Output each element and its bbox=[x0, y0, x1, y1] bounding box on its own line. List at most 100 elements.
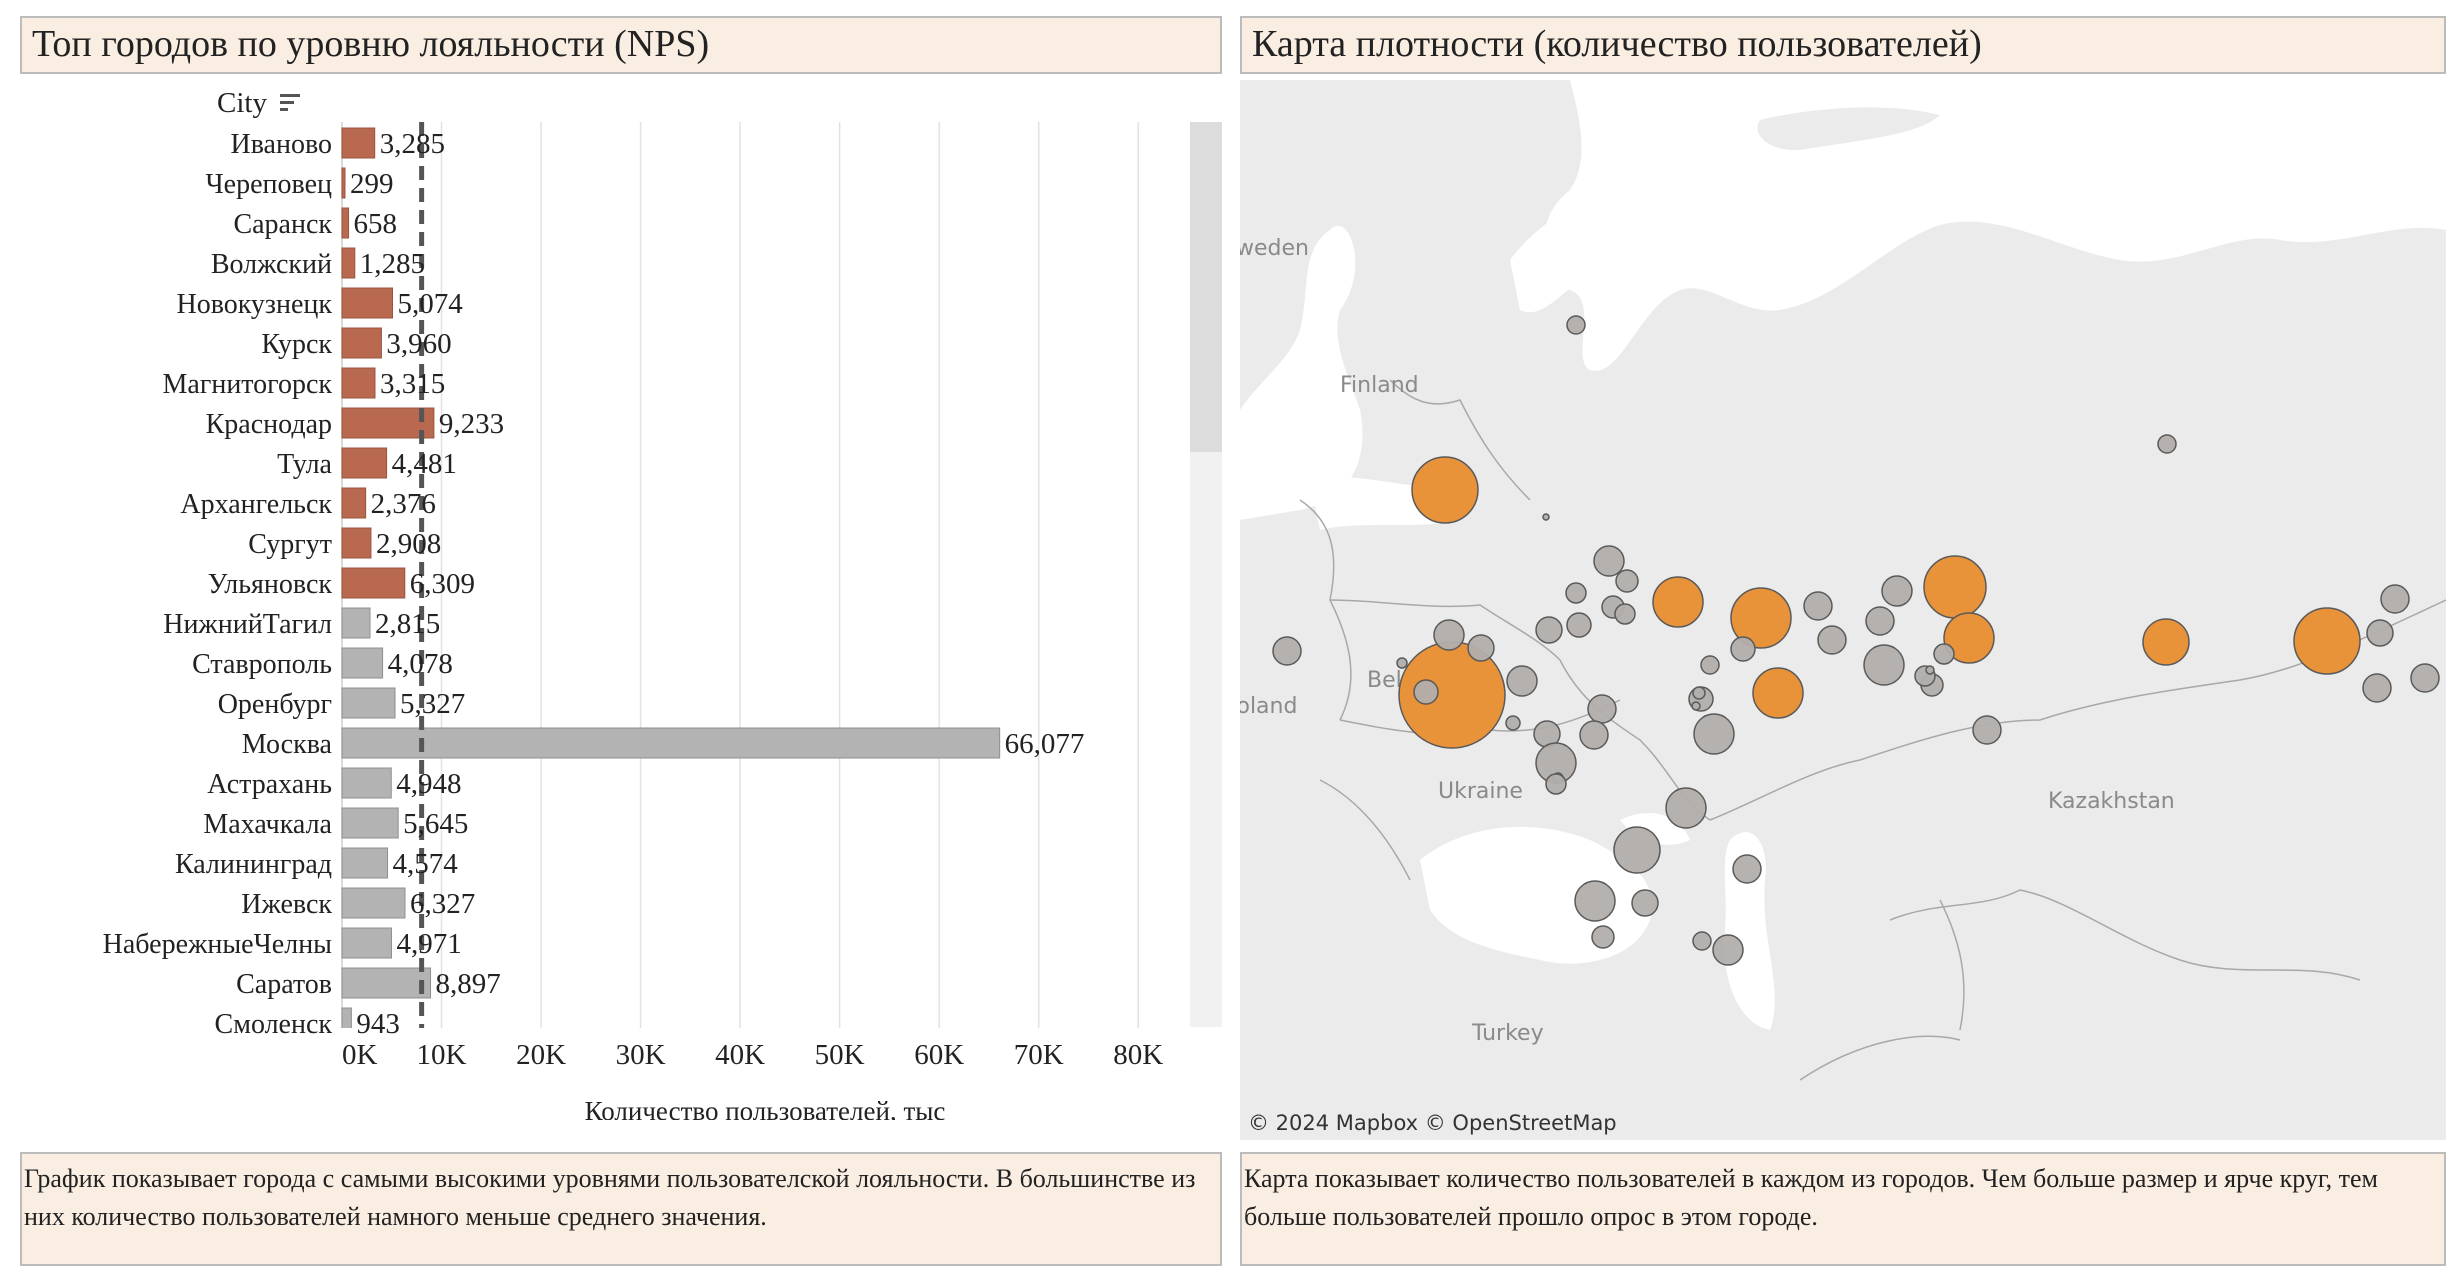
city-circle[interactable] bbox=[1712, 934, 1744, 966]
bar[interactable] bbox=[341, 167, 346, 199]
city-circle[interactable] bbox=[1863, 644, 1905, 686]
sort-icon[interactable] bbox=[280, 94, 300, 111]
city-circle[interactable] bbox=[1579, 720, 1609, 750]
city-circle[interactable] bbox=[1396, 657, 1408, 669]
bar[interactable] bbox=[341, 207, 350, 239]
city-circle[interactable] bbox=[1693, 713, 1735, 755]
bar[interactable] bbox=[341, 967, 432, 999]
city-circle[interactable] bbox=[1613, 826, 1661, 874]
city-circle[interactable] bbox=[1566, 315, 1586, 335]
city-circle[interactable] bbox=[1615, 569, 1639, 593]
city-circle[interactable] bbox=[1692, 686, 1706, 700]
category-label: НабережныеЧелны bbox=[103, 929, 333, 960]
city-circle[interactable] bbox=[1574, 880, 1616, 922]
city-circle[interactable] bbox=[1923, 555, 1987, 619]
value-label: 8,897 bbox=[436, 968, 501, 1000]
city-circle[interactable] bbox=[1467, 634, 1495, 662]
city-circle[interactable] bbox=[1752, 667, 1804, 719]
bar[interactable] bbox=[341, 367, 376, 399]
city-circle[interactable] bbox=[1933, 643, 1955, 665]
bar[interactable] bbox=[341, 807, 399, 839]
category-label: Новокузнецк bbox=[176, 289, 332, 320]
city-circle[interactable] bbox=[1413, 679, 1439, 705]
category-label: Москва bbox=[242, 729, 333, 760]
bar[interactable] bbox=[341, 407, 435, 439]
x-tick-label: 80K bbox=[1113, 1039, 1163, 1071]
bar[interactable] bbox=[341, 527, 372, 559]
city-circle[interactable] bbox=[1730, 636, 1756, 662]
city-circle[interactable] bbox=[2366, 619, 2394, 647]
density-map[interactable]: Sweden Finland Belarus Poland Ukraine Ka… bbox=[1240, 80, 2446, 1140]
bar[interactable] bbox=[341, 567, 406, 599]
city-circle[interactable] bbox=[2380, 584, 2410, 614]
city-circle[interactable] bbox=[1925, 665, 1935, 675]
city-circle[interactable] bbox=[2293, 607, 2361, 675]
city-circle[interactable] bbox=[2362, 673, 2392, 703]
bar[interactable] bbox=[341, 607, 371, 639]
city-circle[interactable] bbox=[1652, 576, 1704, 628]
scrollbar-thumb[interactable] bbox=[1190, 122, 1222, 452]
city-circle[interactable] bbox=[1972, 715, 2002, 745]
city-circle[interactable] bbox=[1631, 889, 1659, 917]
city-circle[interactable] bbox=[1691, 701, 1701, 711]
city-circle[interactable] bbox=[1865, 606, 1895, 636]
city-circle[interactable] bbox=[1817, 625, 1847, 655]
city-circle[interactable] bbox=[2142, 618, 2190, 666]
bar[interactable] bbox=[341, 247, 356, 279]
city-circle[interactable] bbox=[2157, 434, 2177, 454]
city-circle[interactable] bbox=[1593, 545, 1625, 577]
city-circle[interactable] bbox=[1692, 931, 1712, 951]
value-label: 5,074 bbox=[398, 288, 464, 320]
city-circle[interactable] bbox=[1506, 665, 1538, 697]
city-circle[interactable] bbox=[1565, 582, 1587, 604]
city-circle[interactable] bbox=[1411, 456, 1479, 524]
city-circle[interactable] bbox=[1535, 616, 1563, 644]
map-title: Карта плотности (количество пользователе… bbox=[1240, 16, 2446, 74]
value-label: 1,285 bbox=[360, 248, 425, 280]
category-header[interactable]: City bbox=[217, 87, 267, 119]
bar[interactable] bbox=[341, 887, 406, 919]
category-label: Магнитогорск bbox=[163, 369, 333, 400]
value-label: 4,971 bbox=[396, 928, 461, 960]
map-label-finland: Finland bbox=[1340, 373, 1419, 398]
category-label: Ставрополь bbox=[192, 649, 332, 680]
city-circle[interactable] bbox=[1732, 854, 1762, 884]
value-label: 9,233 bbox=[439, 408, 504, 440]
city-circle[interactable] bbox=[1803, 591, 1833, 621]
value-label: 943 bbox=[356, 1008, 400, 1040]
city-circle[interactable] bbox=[1881, 575, 1913, 607]
category-label: Тула bbox=[277, 449, 332, 480]
city-circle[interactable] bbox=[1665, 787, 1707, 829]
bar[interactable] bbox=[341, 847, 389, 879]
city-circle[interactable] bbox=[1545, 773, 1567, 795]
city-circle[interactable] bbox=[1433, 619, 1465, 651]
bar[interactable] bbox=[341, 687, 396, 719]
city-circle[interactable] bbox=[1566, 612, 1592, 638]
bar[interactable] bbox=[341, 727, 1001, 759]
city-circle[interactable] bbox=[1614, 603, 1636, 625]
category-label: Сургут bbox=[248, 529, 332, 560]
x-tick-label: 60K bbox=[914, 1039, 964, 1071]
city-circle[interactable] bbox=[1591, 925, 1615, 949]
category-label: Калининград bbox=[175, 849, 332, 880]
city-circle[interactable] bbox=[1700, 655, 1720, 675]
bar[interactable] bbox=[341, 287, 394, 319]
bar[interactable] bbox=[341, 647, 384, 679]
bar[interactable] bbox=[341, 127, 376, 159]
x-axis-ticks: 0K 10K 20K 30K 40K 50K 60K 70K 80K bbox=[342, 1039, 1163, 1071]
bar[interactable] bbox=[341, 447, 388, 479]
value-label: 5,645 bbox=[403, 808, 468, 840]
city-circle[interactable] bbox=[1587, 694, 1617, 724]
city-circle[interactable] bbox=[1505, 715, 1521, 731]
bar[interactable] bbox=[341, 327, 382, 359]
city-circle[interactable] bbox=[1272, 636, 1302, 666]
value-label: 4,481 bbox=[392, 448, 457, 480]
bar[interactable] bbox=[341, 767, 392, 799]
bar[interactable] bbox=[341, 487, 367, 519]
bar[interactable] bbox=[341, 927, 392, 959]
city-circle[interactable] bbox=[1542, 513, 1550, 521]
value-label: 3,285 bbox=[380, 128, 445, 160]
city-circle[interactable] bbox=[1943, 612, 1995, 664]
city-circle[interactable] bbox=[1730, 587, 1792, 649]
city-circle[interactable] bbox=[2410, 663, 2440, 693]
